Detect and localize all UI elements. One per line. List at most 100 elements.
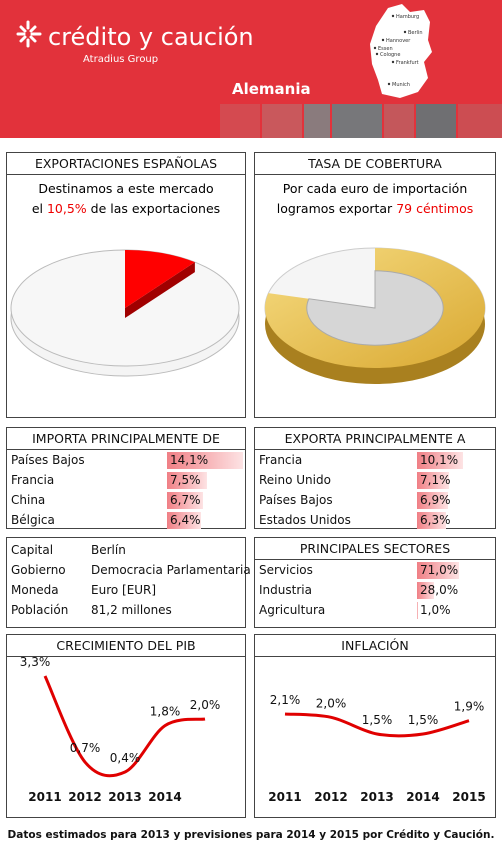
header-graphics: crédito y caución Atradius Group Hamburg… xyxy=(16,4,502,138)
slice-side xyxy=(125,262,195,318)
x-tick-label: 2014 xyxy=(148,790,181,804)
row-value: 1,0% xyxy=(420,603,451,617)
strip xyxy=(416,104,456,138)
country: Alemania xyxy=(232,80,311,98)
data-label: 1,5% xyxy=(362,713,393,727)
data-label: 0,4% xyxy=(110,751,141,765)
imports-panel: IMPORTA PRINCIPALMENTE DE Países Bajos 14… xyxy=(6,427,246,529)
row-bar xyxy=(417,452,463,469)
data-label: 1,5% xyxy=(408,713,439,727)
exports-share-panel: EXPORTACIONES ESPAÑOLAS Destinamos a est… xyxy=(6,152,246,418)
row-bar xyxy=(417,582,434,599)
strip xyxy=(332,104,382,138)
row-value: 7,1% xyxy=(420,473,451,487)
row-name: Países Bajos xyxy=(11,453,85,467)
row-bar xyxy=(417,512,446,529)
data-label: 1,9% xyxy=(454,700,485,714)
footer: Datos estimados para 2013 y previsiones … xyxy=(7,829,495,841)
strip xyxy=(220,104,260,138)
line-chart: 3,3% 2011 0,7% 2012 0,4% 2013 1,8% 2014 2,0% xyxy=(20,656,221,804)
info-value: Euro [EUR] xyxy=(91,583,157,597)
strip xyxy=(304,104,330,138)
panel-title: EXPORTA PRINCIPALMENTE A xyxy=(255,428,495,450)
row-value: 71,0% xyxy=(420,563,459,577)
x-tick-label: 2015 xyxy=(452,790,485,804)
data-label: 2,0% xyxy=(190,698,221,712)
info-value: 81,2 millones xyxy=(91,603,172,617)
row-value: 6,9% xyxy=(420,493,451,507)
sectors-panel: PRINCIPALES SECTORES Servicios 71,0% Indus… xyxy=(254,537,496,628)
row-name: Bélgica xyxy=(11,513,55,527)
row-name: Francia xyxy=(11,473,55,487)
row-value: 6,7% xyxy=(170,493,201,507)
row-name: Industria xyxy=(259,583,312,597)
panel-text: el 10,5% de las exportaciones xyxy=(7,201,245,216)
city-label: Hamburg xyxy=(396,14,419,20)
city-label: Cologne xyxy=(380,52,400,58)
panel-text: Destinamos a este mercado xyxy=(38,181,214,196)
city-label: Essen xyxy=(378,46,393,52)
exports-panel: EXPORTA PRINCIPALMENTE A Francia 10,1% Rei… xyxy=(254,427,496,529)
value-label: 10,5% xyxy=(46,201,87,216)
info-panel: Capital Berlín Gobierno Democracia Parlamen… xyxy=(6,537,251,628)
row-value: 7,5% xyxy=(170,473,201,487)
strip xyxy=(458,104,502,138)
text-pre: el xyxy=(31,201,43,216)
strip xyxy=(262,104,302,138)
row-name: Agricultura xyxy=(259,603,326,617)
pie-chart xyxy=(10,249,240,377)
row-bar xyxy=(417,602,418,619)
data-label: 1,8% xyxy=(150,705,181,719)
data-label: 0,7% xyxy=(70,741,101,755)
line-chart: 2,1% 2011 2,0% 2012 1,5% 2013 1,5% 2014 1,9% 2015 xyxy=(268,693,485,804)
panel-title: PRINCIPALES SECTORES xyxy=(255,538,495,560)
x-tick-label: 2013 xyxy=(360,790,393,804)
row-value: 14,1% xyxy=(170,453,209,467)
pie-chart xyxy=(264,247,486,384)
strip xyxy=(384,104,414,138)
row-bar xyxy=(167,452,243,469)
header: crédito y caución Atradius Group Hamburg… xyxy=(0,0,502,138)
panel-text: logramos exportar 79 céntimos xyxy=(255,201,495,216)
info-key: Población xyxy=(11,603,69,617)
city-dot xyxy=(403,30,407,34)
x-tick-label: 2011 xyxy=(268,790,301,804)
city-label: Hannover xyxy=(386,38,411,44)
row-bar xyxy=(417,492,449,509)
city-dot xyxy=(373,46,377,50)
brand-group: Atradius Group xyxy=(83,54,158,65)
pie-slice xyxy=(125,250,195,308)
line xyxy=(284,712,470,738)
row-name: Francia xyxy=(259,453,303,467)
text-pre: logramos exportar xyxy=(276,201,393,216)
city-dot xyxy=(381,38,385,42)
row-bar xyxy=(417,562,459,579)
x-tick-label: 2013 xyxy=(108,790,141,804)
inflation-panel: INFLACIÓN 2,1% 2011 2,0% 2012 1,5% 2013 1,5% 20… xyxy=(254,634,496,818)
row-bar xyxy=(167,472,208,489)
row-name: China xyxy=(11,493,46,507)
x-tick-label: 2012 xyxy=(68,790,101,804)
row-bar xyxy=(167,492,204,509)
row-bar xyxy=(417,472,450,489)
data-label: 2,0% xyxy=(316,696,347,710)
panel-title: CRECIMIENTO DEL PIB xyxy=(7,635,245,657)
info-key: Capital xyxy=(11,543,54,557)
data-label: 3,3% xyxy=(20,656,51,669)
germany-map xyxy=(370,4,432,98)
panel-text: Por cada euro de importación xyxy=(282,181,468,196)
panel-title: INFLACIÓN xyxy=(255,635,495,657)
coverage-panel: TASA DE COBERTURA Por cada euro de impor… xyxy=(254,152,496,418)
city-label: Munich xyxy=(392,82,410,88)
line xyxy=(43,675,206,778)
row-value: 28,0% xyxy=(420,583,459,597)
info-key: Gobierno xyxy=(11,563,66,577)
row-name: Países Bajos xyxy=(259,493,333,507)
row-name: Estados Unidos xyxy=(259,513,351,527)
row-name: Servicios xyxy=(259,563,313,577)
x-tick-label: 2014 xyxy=(406,790,439,804)
city-label: Frankfurt xyxy=(396,60,419,66)
city-dot xyxy=(391,60,395,64)
city-dot xyxy=(391,14,395,18)
